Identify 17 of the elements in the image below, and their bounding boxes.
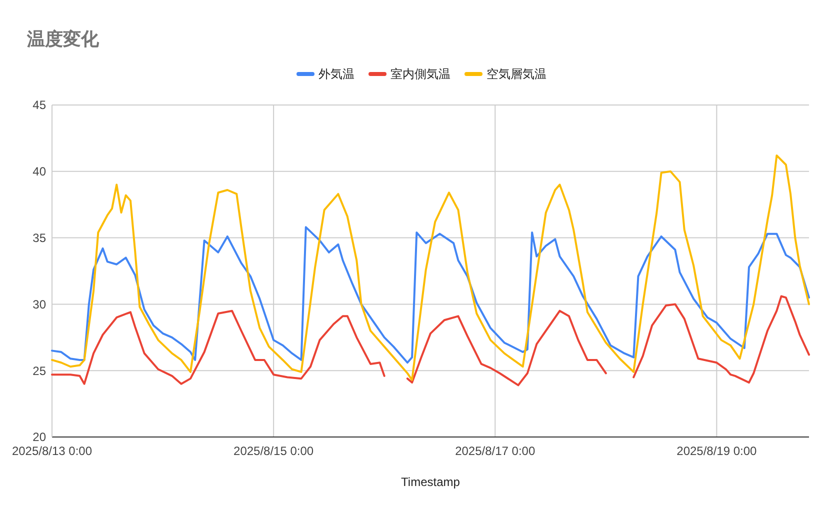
x-axis-title: Timestamp bbox=[401, 475, 460, 489]
x-tick-label: 2025/8/13 0:00 bbox=[12, 444, 92, 458]
legend-label: 空気層気温 bbox=[486, 67, 546, 82]
y-tick-label: 35 bbox=[32, 231, 46, 245]
y-tick-label: 30 bbox=[32, 297, 46, 312]
chart-title: 温度変化 bbox=[26, 29, 100, 49]
x-tick-label: 2025/8/19 0:00 bbox=[676, 444, 758, 458]
x-tick-label: 2025/8/15 0:00 bbox=[234, 444, 314, 458]
y-tick-label: 20 bbox=[32, 430, 46, 444]
x-tick-label: 2025/8/17 0:00 bbox=[455, 444, 536, 458]
y-tick-label: 40 bbox=[32, 164, 46, 179]
legend-label: 室内側気温 bbox=[390, 67, 450, 82]
line-series bbox=[51, 154, 810, 381]
legend-label: 外気温 bbox=[318, 67, 354, 82]
y-tick-label: 45 bbox=[32, 98, 46, 112]
y-tick-label: 25 bbox=[32, 364, 46, 378]
line-series bbox=[51, 226, 810, 364]
